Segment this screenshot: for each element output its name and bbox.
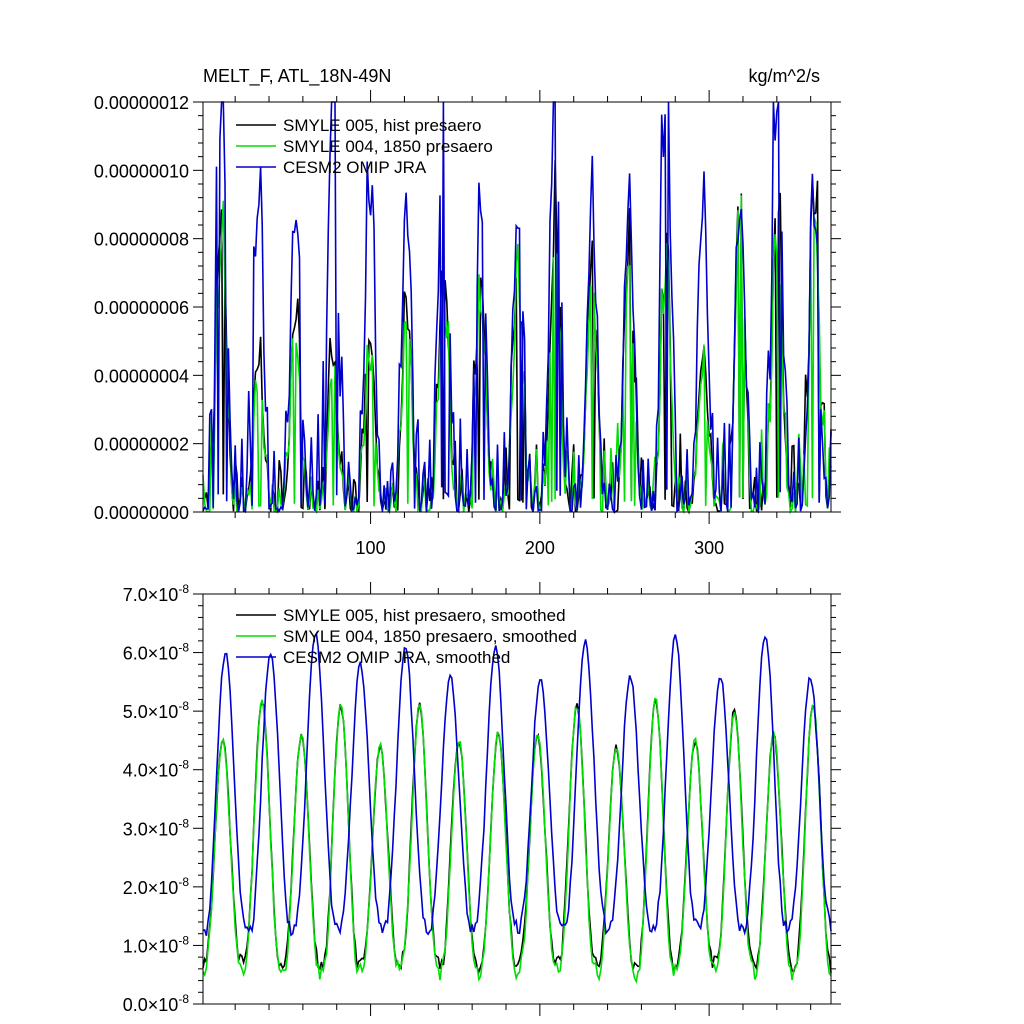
- top-axis-ticks: [193, 90, 841, 524]
- top-panel-title: MELT_F, ATL_18N-49N: [203, 66, 391, 87]
- series-line: [202, 160, 832, 515]
- y-tick-label: 0.00000010: [94, 161, 189, 181]
- bottom-panel: 0.0×10-8 1.0×10-8 2.0×10-8 3.0×10-8 4.0×10-8…: [123, 582, 841, 1016]
- top-data-lines: [202, 101, 832, 515]
- bottom-legend: SMYLE 005, hist presaero, smoothed SMYLE …: [236, 606, 577, 667]
- y-tick-label: 0.00000006: [94, 298, 189, 318]
- y-tick-label: 3.0×10-8: [123, 816, 190, 839]
- series-line: [202, 631, 832, 937]
- y-tick-label: 0.00000008: [94, 230, 189, 250]
- y-tick-label: 0.00000012: [94, 93, 189, 113]
- bottom-data-lines: [202, 631, 832, 984]
- bottom-y-tick-labels: 0.0×10-8 1.0×10-8 2.0×10-8 3.0×10-8 4.0×10-8…: [123, 582, 190, 1015]
- legend-label: SMYLE 005, hist presaero: [283, 116, 481, 135]
- y-tick-label: 7.0×10-8: [123, 582, 190, 605]
- y-tick-label: 6.0×10-8: [123, 641, 190, 664]
- top-y-tick-labels: 0.00000000 0.00000002 0.00000004 0.00000006…: [94, 93, 189, 523]
- bottom-plot-frame: [202, 593, 832, 1005]
- legend-label: CESM2 OMIP JRA: [283, 158, 427, 177]
- x-tick-label: 300: [694, 538, 724, 558]
- legend-label: SMYLE 005, hist presaero, smoothed: [283, 606, 566, 625]
- top-panel: MELT_F, ATL_18N-49N kg/m^2/s 0.000000000…: [94, 66, 841, 558]
- legend-label: SMYLE 004, 1850 presaero: [283, 137, 493, 156]
- top-plot-frame: [202, 101, 832, 513]
- series-line: [202, 101, 832, 515]
- y-tick-label: 0.00000000: [94, 503, 189, 523]
- y-tick-label: 2.0×10-8: [123, 875, 190, 898]
- x-tick-label: 200: [525, 538, 555, 558]
- y-tick-label: 0.00000002: [94, 435, 189, 455]
- y-tick-label: 5.0×10-8: [123, 699, 190, 722]
- bottom-axis-ticks: [193, 582, 841, 1016]
- top-legend: SMYLE 005, hist presaero SMYLE 004, 1850 …: [236, 116, 493, 177]
- legend-label: SMYLE 004, 1850 presaero, smoothed: [283, 627, 577, 646]
- y-tick-label: 1.0×10-8: [123, 933, 190, 956]
- y-tick-label: 0.00000004: [94, 366, 189, 386]
- legend-label: CESM2 OMIP JRA, smoothed: [283, 648, 510, 667]
- x-tick-label: 100: [356, 538, 386, 558]
- series-line: [202, 697, 832, 984]
- y-tick-label: 4.0×10-8: [123, 758, 190, 781]
- y-tick-label: 0.0×10-8: [123, 992, 190, 1015]
- top-panel-units: kg/m^2/s: [749, 66, 820, 86]
- top-x-tick-labels: 100 200 300: [356, 538, 725, 558]
